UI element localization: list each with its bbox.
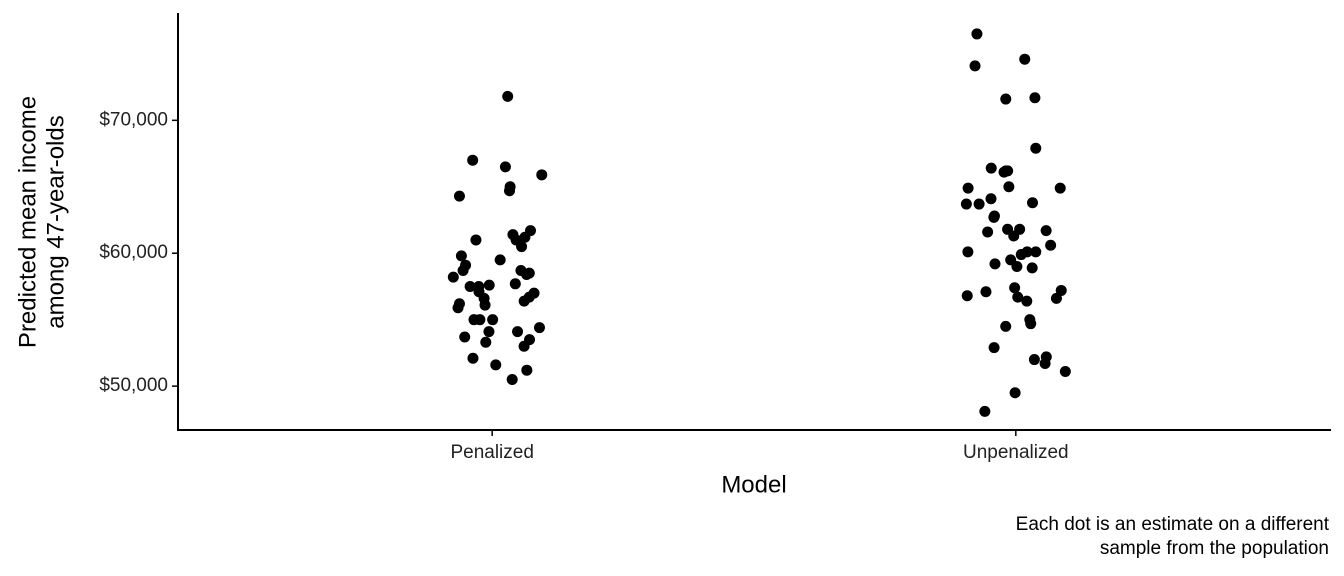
point	[1000, 320, 1012, 332]
point	[1021, 295, 1033, 307]
point	[457, 265, 469, 277]
point	[1009, 387, 1021, 399]
point	[452, 302, 464, 314]
point	[1025, 318, 1037, 330]
point	[988, 342, 1000, 354]
point	[1050, 292, 1062, 304]
point	[1026, 262, 1038, 274]
point	[1030, 246, 1042, 258]
y-tick-label: $50,000	[99, 375, 168, 396]
point	[980, 286, 992, 298]
x-tick-label: Penalized	[450, 442, 533, 463]
point	[455, 250, 467, 262]
point	[509, 278, 521, 290]
point	[533, 322, 545, 334]
point	[1015, 249, 1027, 261]
point	[961, 290, 973, 302]
point	[447, 271, 459, 283]
point	[536, 169, 548, 181]
x-tick-label: Unpenalized	[963, 442, 1069, 463]
point	[483, 326, 495, 338]
caption: Each dot is an estimate on a different	[1016, 514, 1330, 535]
point	[1027, 197, 1039, 209]
point	[1000, 93, 1012, 105]
point	[1009, 282, 1021, 294]
point	[962, 182, 974, 194]
point	[467, 154, 479, 166]
point	[1011, 261, 1023, 273]
point	[521, 268, 533, 280]
point	[1012, 291, 1024, 303]
point	[1039, 358, 1051, 370]
point	[1028, 354, 1040, 366]
point	[480, 336, 492, 348]
point	[971, 28, 983, 40]
point	[1002, 165, 1014, 177]
point	[518, 295, 530, 307]
y-axis-title: among 47-year-olds	[42, 115, 69, 328]
point	[502, 90, 514, 102]
point	[503, 185, 515, 197]
point	[1003, 181, 1015, 193]
point	[1030, 142, 1042, 154]
y-axis-title: Predicted mean income	[14, 96, 41, 348]
x-axis-title: Model	[721, 471, 786, 498]
point	[506, 373, 518, 385]
point	[483, 279, 495, 291]
y-tick-label: $70,000	[99, 109, 168, 130]
point	[467, 352, 479, 364]
y-tick-label: $60,000	[99, 242, 168, 263]
point	[988, 211, 1000, 223]
point	[1045, 239, 1057, 251]
point	[962, 246, 974, 258]
point	[453, 190, 465, 202]
point	[969, 60, 981, 72]
point	[521, 364, 533, 376]
point	[960, 198, 972, 210]
point	[487, 314, 499, 326]
point	[512, 326, 524, 338]
point	[982, 226, 994, 238]
point	[985, 162, 997, 174]
point	[1029, 92, 1041, 104]
point	[479, 299, 491, 311]
point	[516, 241, 528, 253]
point	[494, 254, 506, 266]
point	[1055, 284, 1067, 296]
point	[1019, 53, 1031, 65]
point	[490, 359, 502, 371]
point	[1059, 366, 1071, 378]
point	[1054, 182, 1066, 194]
point	[499, 161, 511, 173]
point	[464, 280, 476, 292]
point	[474, 314, 486, 326]
point	[979, 405, 991, 417]
caption: sample from the population	[1100, 538, 1329, 559]
point	[518, 340, 530, 352]
point	[1040, 225, 1052, 237]
point	[985, 193, 997, 205]
point	[1014, 223, 1026, 235]
point	[470, 234, 482, 246]
point	[989, 258, 1001, 270]
point	[459, 331, 471, 343]
point	[519, 231, 531, 243]
point	[973, 198, 985, 210]
